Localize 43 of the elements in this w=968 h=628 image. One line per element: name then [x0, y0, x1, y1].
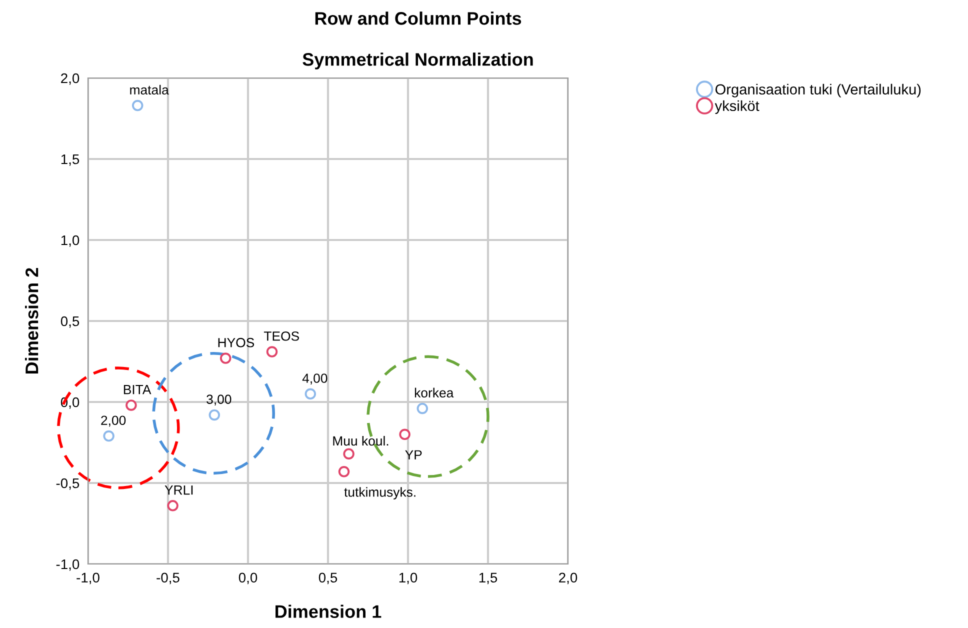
x-tick-label: 0,0	[238, 572, 258, 584]
x-tick-label: 1,0	[399, 572, 418, 584]
annotation: tutkimusyks.	[344, 487, 416, 500]
annotation: matala	[130, 84, 169, 95]
annotation: YP	[405, 450, 422, 460]
legend-label: Organisaation tuki (Vertailuluku)	[715, 84, 921, 98]
point	[220, 352, 232, 364]
x-axis-title: Dimension 1	[276, 604, 382, 618]
point	[208, 409, 220, 421]
point	[132, 100, 144, 112]
annotation: YRLI	[164, 485, 193, 495]
legend-label: yksiköt	[714, 100, 760, 114]
annotation: 2,00	[101, 416, 126, 427]
x-tick-label: 2,0	[559, 572, 578, 584]
y-tick-label: -0,5	[56, 478, 80, 490]
point	[399, 428, 410, 440]
annotation: TEOS	[264, 331, 299, 341]
annotation: 3,00	[206, 394, 232, 406]
annotation: 4,00	[302, 374, 328, 384]
x-tick-label: -1,0	[76, 572, 100, 584]
point	[338, 466, 350, 478]
annotation: Muu koul.	[333, 436, 388, 446]
point	[126, 400, 137, 411]
annotation: HYOS	[218, 338, 254, 348]
y-tick-label: 2,0	[61, 73, 80, 85]
annotation: BITA	[124, 385, 152, 394]
point	[304, 388, 316, 400]
chart-title: Row and Column Points	[315, 12, 522, 25]
y-tick-label: 1,5	[61, 154, 80, 166]
chart-subtitle: Symmetrical Normalization	[302, 52, 533, 70]
x-tick-label: 1,5	[479, 572, 498, 584]
point	[343, 448, 354, 460]
point	[103, 430, 114, 442]
point	[266, 346, 278, 358]
y-axis-title: Dimension 2	[25, 268, 38, 374]
point	[416, 402, 428, 414]
x-tick-label: -0,5	[156, 572, 180, 584]
point	[167, 500, 178, 512]
y-tick-label: -1,0	[56, 559, 80, 571]
y-tick-label: 1,0	[61, 235, 80, 247]
y-tick-label: 0,5	[60, 316, 80, 328]
x-tick-label: 0,5	[318, 572, 338, 584]
annotation: korkea	[414, 388, 454, 398]
